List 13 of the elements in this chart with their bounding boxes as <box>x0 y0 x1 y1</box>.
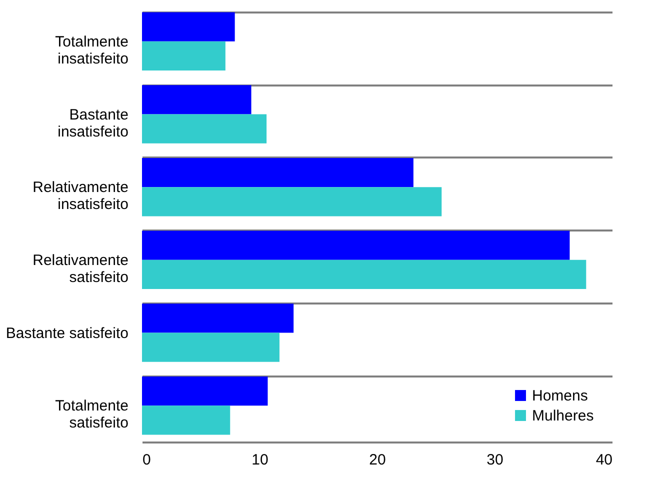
x-tick-label: 20 <box>369 452 386 468</box>
x-tick-label: 10 <box>252 452 268 468</box>
y-tick-label: Relativamente satisfeito <box>32 252 128 286</box>
x-tick-label: 40 <box>596 452 612 468</box>
y-tick-label: Totalmente satisfeito <box>55 398 128 432</box>
legend-label: Homens <box>532 388 588 404</box>
y-tick-label: Bastante satisfeito <box>6 324 128 342</box>
y-tick-label: Totalmente insatisfeito <box>55 33 128 68</box>
x-tick-label: 0 <box>142 452 151 468</box>
x-tick-label: 30 <box>486 452 504 468</box>
y-tick-label: Bastante insatisfeito <box>58 106 128 140</box>
y-tick-label: Relativamente insatisfeito <box>32 179 128 214</box>
legend-label: Mulheres <box>532 408 594 424</box>
